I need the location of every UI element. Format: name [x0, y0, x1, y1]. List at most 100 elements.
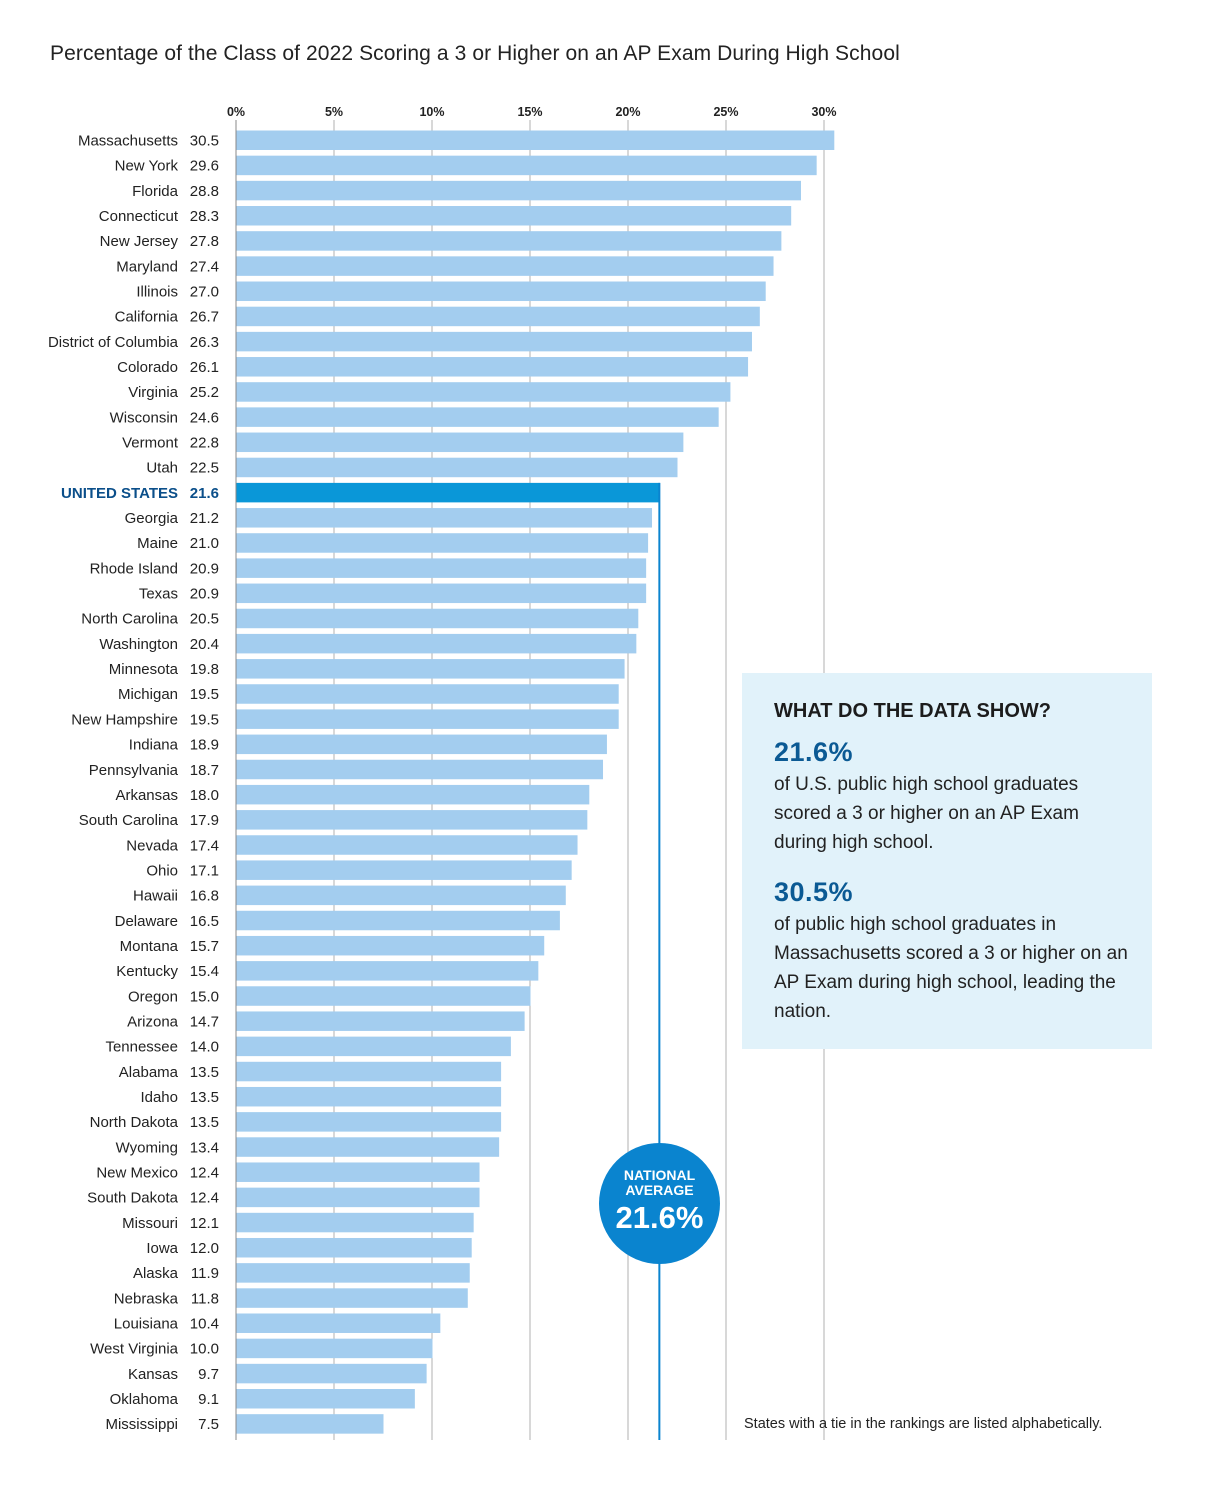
category-label: Colorado	[117, 359, 178, 376]
value-label: 13.4	[190, 1139, 219, 1156]
category-label: Iowa	[146, 1240, 178, 1257]
bar	[236, 759, 604, 780]
bar	[236, 583, 647, 604]
bar	[236, 1137, 500, 1157]
callout-stat1-value: 21.6%	[774, 737, 854, 767]
bar	[236, 432, 684, 453]
bar	[236, 709, 619, 729]
value-label: 15.0	[190, 988, 219, 1005]
category-label: Minnesota	[109, 661, 179, 678]
value-label: 19.5	[190, 711, 219, 728]
callout-stat1-text: of U.S. public high school graduates sco…	[774, 774, 1079, 853]
category-label: New Jersey	[100, 233, 179, 250]
bar	[236, 961, 539, 981]
bar	[236, 155, 817, 176]
value-label: 18.7	[190, 762, 219, 779]
category-label: Wisconsin	[110, 409, 178, 426]
callout-stat2-text: of public high school graduates in Massa…	[774, 914, 1128, 1022]
bar	[236, 256, 774, 276]
value-label: 12.4	[190, 1164, 219, 1181]
callout-stat2-value: 30.5%	[774, 877, 854, 907]
value-label: 27.0	[190, 284, 219, 301]
bar	[236, 835, 578, 855]
bar	[236, 457, 678, 478]
bar	[236, 1237, 472, 1258]
bar	[236, 508, 653, 528]
bar	[236, 633, 637, 654]
value-label: 19.5	[190, 686, 219, 703]
category-label: Mississippi	[105, 1416, 178, 1433]
category-label: Delaware	[115, 913, 178, 930]
x-tick-label: 30%	[811, 105, 836, 119]
category-label: Alaska	[133, 1265, 179, 1282]
chart-title: Percentage of the Class of 2022 Scoring …	[50, 42, 900, 65]
value-label: 16.5	[190, 913, 219, 930]
category-label: Georgia	[125, 510, 179, 527]
value-label: 12.1	[190, 1215, 219, 1232]
bar	[236, 1061, 502, 1082]
category-label: North Dakota	[90, 1114, 179, 1131]
category-label: Kansas	[128, 1366, 178, 1383]
value-label: 20.9	[190, 586, 219, 603]
x-tick-label: 10%	[419, 105, 444, 119]
value-label: 20.4	[190, 636, 219, 653]
value-label: 15.4	[190, 963, 219, 980]
value-label: 12.0	[190, 1240, 219, 1257]
category-label: Utah	[146, 460, 178, 477]
bar	[236, 1313, 441, 1333]
bar	[236, 558, 647, 578]
category-label: Nebraska	[114, 1290, 179, 1307]
callout-heading: WHAT DO THE DATA SHOW?	[774, 700, 1051, 722]
bar	[236, 684, 619, 704]
bar	[236, 986, 531, 1006]
category-label: UNITED STATES	[61, 485, 178, 502]
value-label: 21.6	[190, 485, 219, 502]
category-label: Maryland	[116, 258, 178, 275]
value-label: 16.8	[190, 888, 219, 905]
value-label: 13.5	[190, 1064, 219, 1081]
value-label: 21.0	[190, 535, 219, 552]
category-label: Nevada	[126, 837, 178, 854]
category-label: Arizona	[127, 1013, 179, 1030]
value-label: 27.8	[190, 233, 219, 250]
category-label: Missouri	[122, 1215, 178, 1232]
bar	[236, 331, 752, 352]
value-label: 30.5	[190, 133, 219, 150]
value-label: 20.9	[190, 560, 219, 577]
category-label: Michigan	[118, 686, 178, 703]
value-label: 7.5	[198, 1416, 219, 1433]
bar	[236, 533, 649, 553]
callout-box: WHAT DO THE DATA SHOW? 21.6% of U.S. pub…	[742, 673, 1152, 1049]
badge-value: 21.6%	[615, 1200, 704, 1235]
value-label: 17.9	[190, 812, 219, 829]
category-label: Kentucky	[116, 963, 178, 980]
category-label: Montana	[120, 938, 179, 955]
category-label: Virginia	[128, 384, 178, 401]
value-label: 19.8	[190, 661, 219, 678]
value-label: 13.5	[190, 1114, 219, 1131]
bar	[236, 1036, 511, 1057]
category-label: Indiana	[129, 737, 179, 754]
value-label: 18.0	[190, 787, 219, 804]
value-label: 11.9	[191, 1265, 219, 1282]
bar	[236, 1212, 474, 1233]
category-label: California	[115, 309, 179, 326]
category-label: West Virginia	[90, 1341, 178, 1358]
value-label: 9.1	[198, 1391, 219, 1408]
value-label: 9.7	[198, 1366, 219, 1383]
bar	[236, 910, 560, 931]
category-label: Washington	[99, 636, 178, 653]
category-label: Wyoming	[116, 1139, 178, 1156]
bar	[236, 382, 731, 402]
category-label: Illinois	[136, 284, 178, 301]
x-tick-label: 20%	[615, 105, 640, 119]
bar	[236, 1363, 427, 1384]
bar	[236, 1162, 480, 1182]
bar	[236, 407, 719, 427]
bar	[236, 659, 625, 679]
category-label: Oklahoma	[110, 1391, 179, 1408]
bar	[236, 784, 590, 805]
bar	[236, 482, 660, 503]
bar	[236, 357, 749, 377]
bar	[236, 1389, 415, 1409]
